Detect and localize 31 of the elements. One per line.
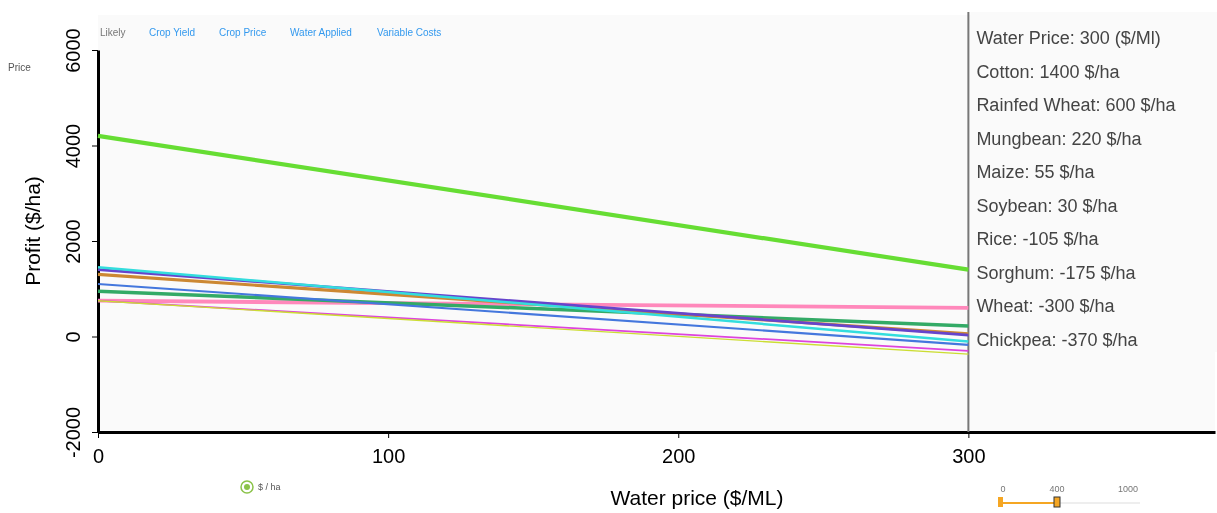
annotation: Mungbean: 220 $/ha [976, 128, 1143, 149]
annotation: Sorghum: -175 $/ha [976, 262, 1137, 283]
text: Crop Price [219, 27, 267, 38]
x-axis-title: Water price ($/ML) [610, 486, 784, 509]
y-tick-label: 0 [62, 331, 84, 343]
annotation: Chickpea: -370 $/ha [976, 329, 1139, 350]
text: Likely [100, 27, 126, 38]
annotation: Rainfed Wheat: 600 $/ha [976, 95, 1177, 115]
y-tick-label: 6000 [62, 28, 84, 73]
annotation: Wheat: -300 $/ha [976, 296, 1116, 316]
text: Price [8, 62, 32, 73]
text: 400 [1049, 484, 1065, 494]
text: 1000 [1117, 484, 1139, 494]
annotation: Maize: 55 $/ha [976, 162, 1096, 182]
text: Water Price: 300 ($/Ml) [976, 28, 1161, 48]
x-tick-label: 300 [952, 445, 986, 467]
text: Variable Costs [377, 27, 442, 38]
x-tick-label: 200 [662, 445, 696, 467]
annotation: Rice: -105 $/ha [976, 229, 1100, 249]
text: $ / ha [258, 482, 281, 492]
text: Water Applied [290, 27, 352, 38]
annotation: Soybean: 30 $/ha [976, 195, 1119, 216]
y-tick-label: 2000 [62, 219, 84, 264]
annotation: Cotton: 1400 $/ha [976, 61, 1121, 82]
text: Crop Yield [149, 27, 196, 38]
x-tick-label: 100 [371, 445, 406, 467]
y-tick-label: 4000 [62, 123, 84, 169]
y-tick-label: -2000 [62, 406, 84, 459]
y-axis-title: Profit ($/ha) [21, 176, 44, 286]
x-tick-label: 0 [92, 445, 105, 467]
text: 0 [1000, 484, 1006, 494]
